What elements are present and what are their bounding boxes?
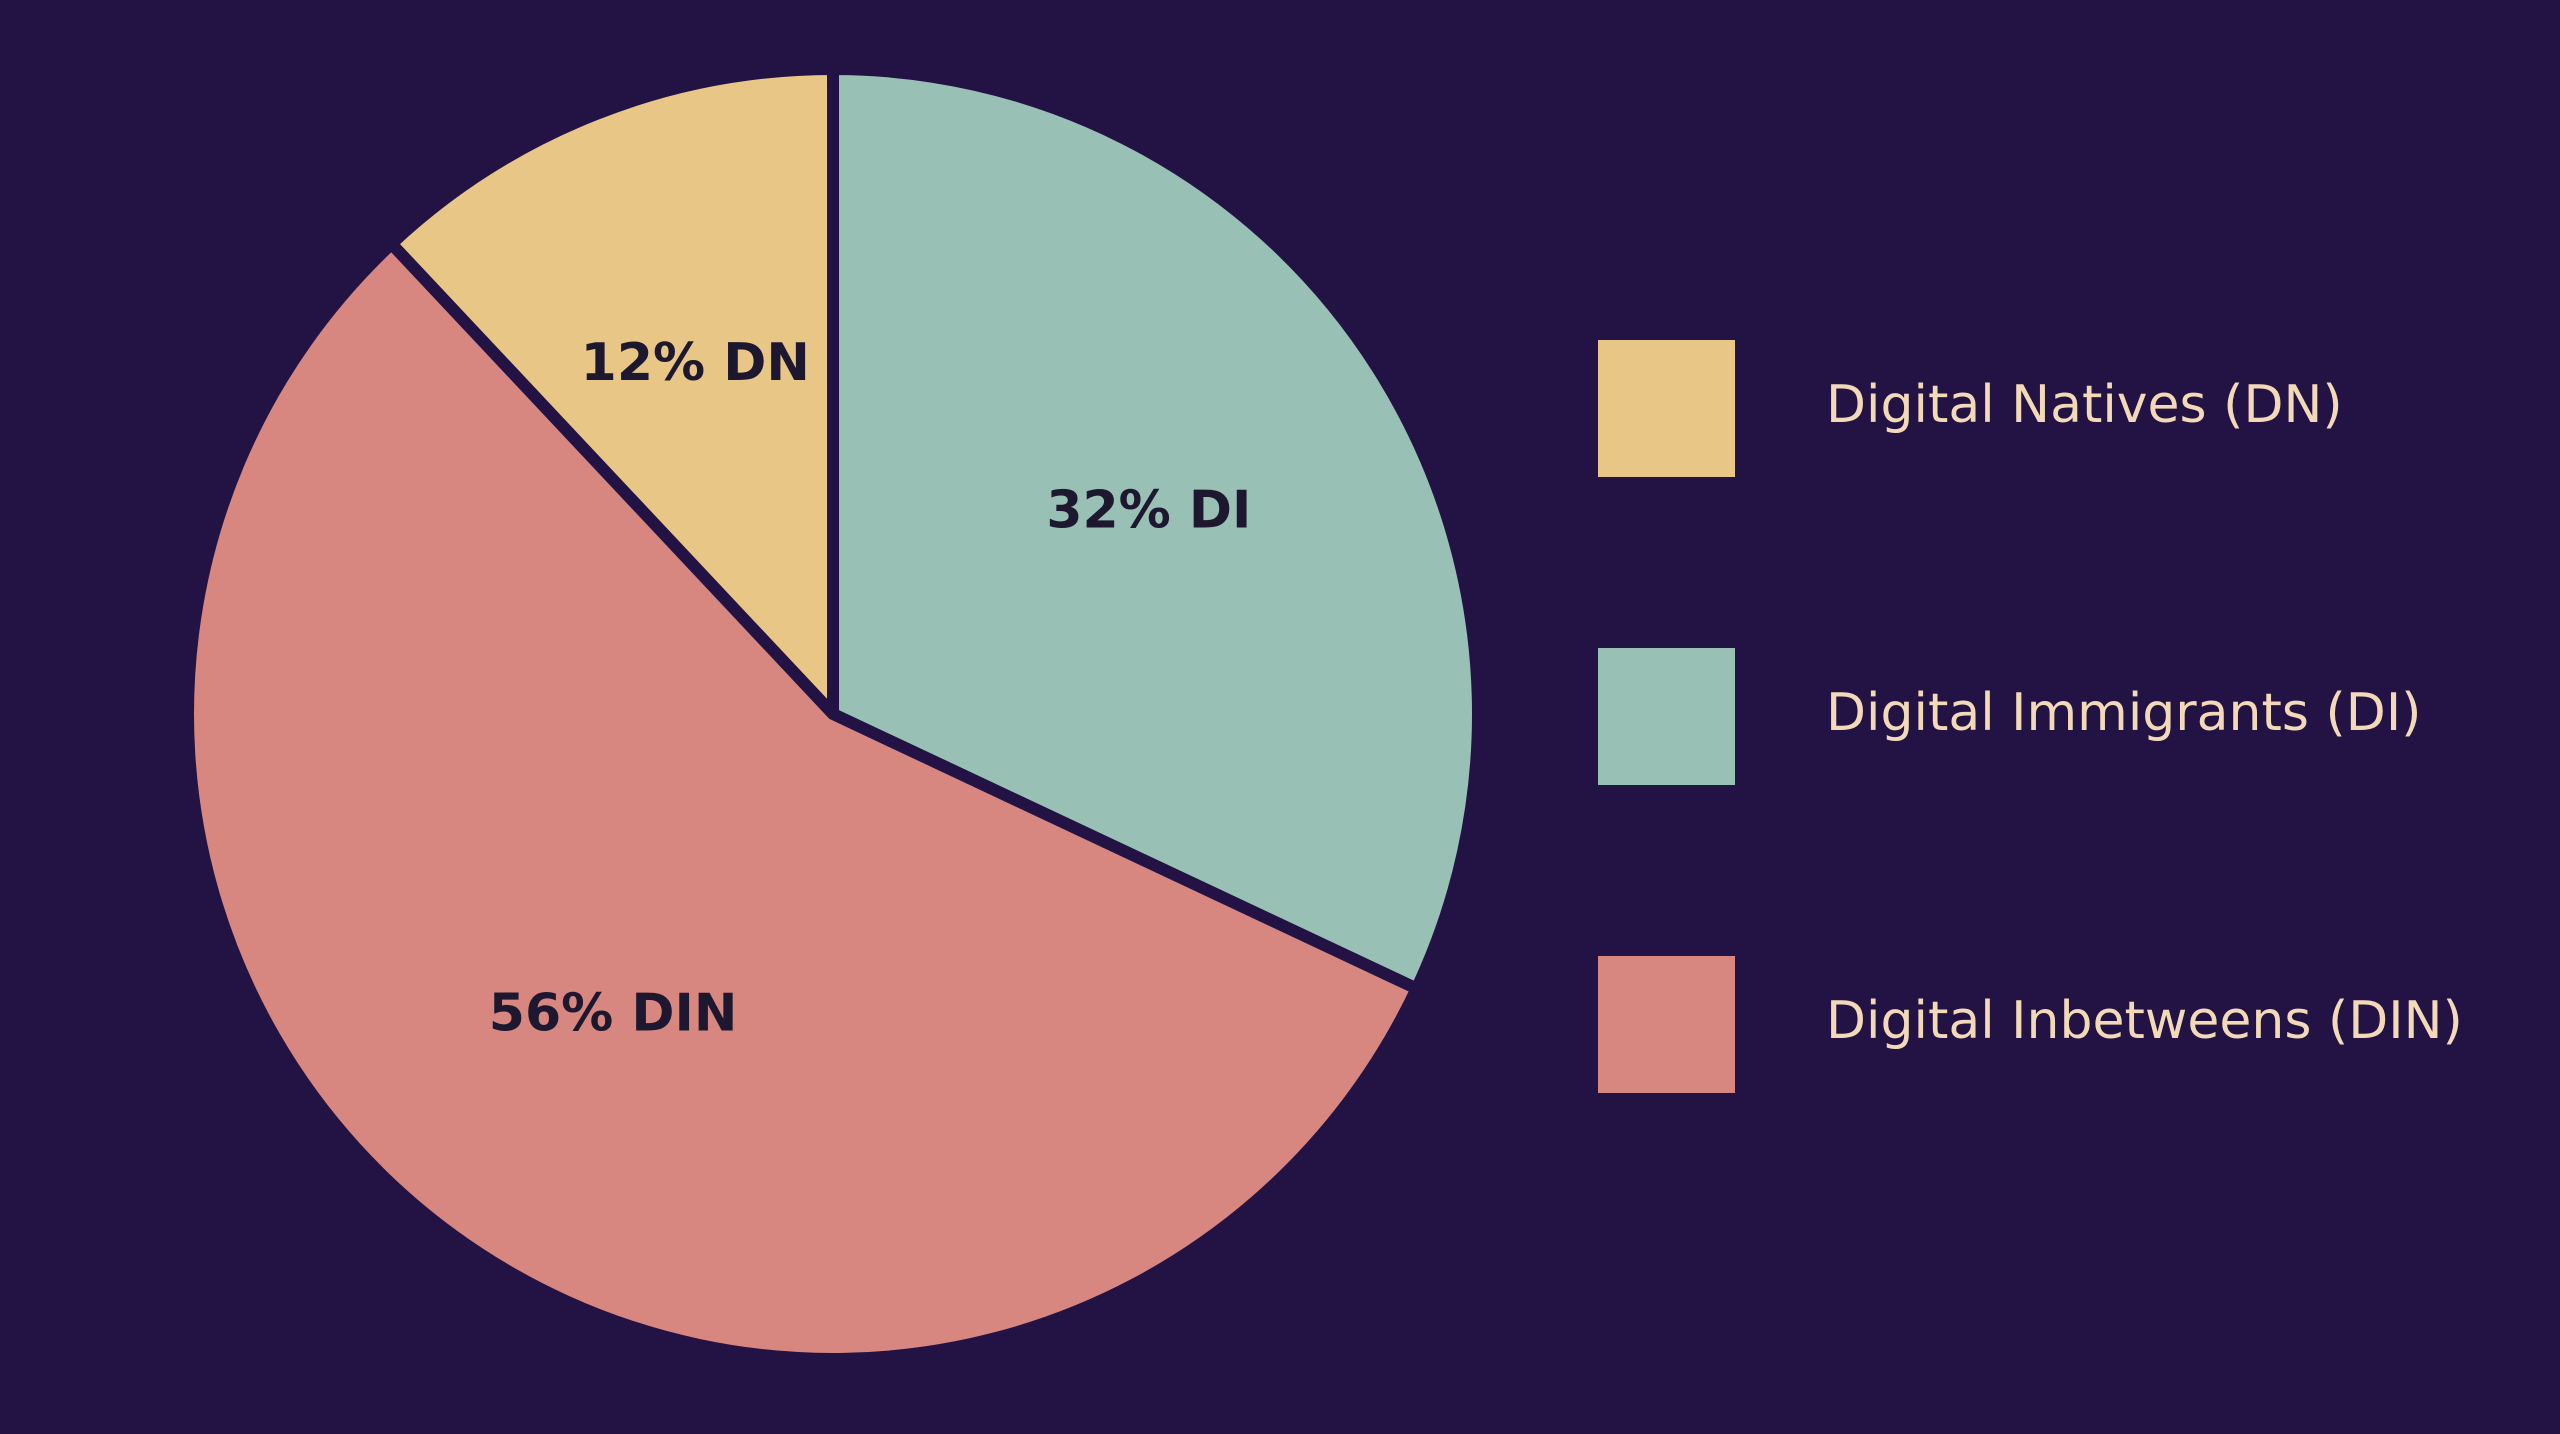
legend-label: Digital Inbetweens (DIN) [1826, 991, 2463, 1051]
pie-slice [385, 63, 839, 720]
value-label: 56% DIN [489, 984, 738, 1044]
legend-swatch [1598, 956, 1735, 1093]
pie-slice [181, 237, 1423, 1365]
legend-label: Digital Immigrants (DI) [1826, 683, 2421, 743]
value-label: 12% DN [581, 333, 810, 393]
legend-swatch [1598, 340, 1735, 477]
value-label: 32% DI [1046, 481, 1251, 541]
pie-slice [827, 63, 1484, 995]
legend-label: Digital Natives (DN) [1826, 375, 2343, 435]
legend-swatch [1598, 648, 1735, 785]
